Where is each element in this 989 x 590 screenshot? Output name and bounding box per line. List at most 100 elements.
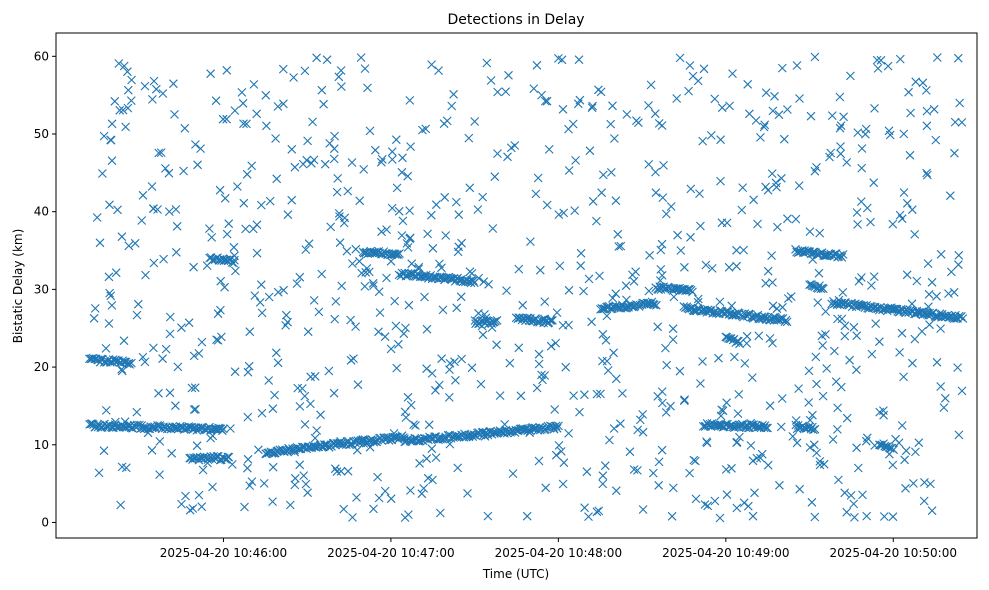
data-point bbox=[104, 319, 114, 328]
data-point bbox=[833, 314, 842, 324]
data-point bbox=[254, 445, 263, 455]
y-tick-label: 0 bbox=[41, 515, 49, 529]
data-point bbox=[788, 432, 798, 441]
data-point bbox=[782, 317, 792, 327]
data-point bbox=[680, 395, 689, 404]
data-point bbox=[534, 359, 544, 369]
data-point bbox=[574, 55, 584, 65]
data-point bbox=[290, 447, 300, 457]
data-point bbox=[828, 435, 838, 444]
data-point bbox=[805, 443, 815, 452]
data-point bbox=[332, 467, 342, 476]
data-point bbox=[810, 52, 820, 62]
data-point bbox=[625, 447, 635, 457]
data-point bbox=[542, 96, 552, 106]
data-point bbox=[551, 338, 561, 348]
data-point bbox=[469, 276, 478, 286]
data-point bbox=[149, 204, 158, 213]
data-point bbox=[732, 245, 741, 255]
data-point bbox=[484, 279, 493, 289]
data-point bbox=[870, 441, 880, 450]
data-point bbox=[510, 141, 520, 150]
data-point bbox=[105, 288, 114, 298]
data-point bbox=[252, 109, 262, 119]
y-tick-label: 20 bbox=[34, 360, 49, 374]
data-point bbox=[746, 441, 756, 450]
data-point bbox=[349, 354, 358, 363]
data-point bbox=[117, 364, 127, 374]
data-point bbox=[391, 135, 401, 145]
data-point bbox=[696, 221, 705, 231]
data-point bbox=[921, 86, 931, 95]
data-point bbox=[867, 349, 877, 359]
data-point bbox=[746, 418, 756, 428]
data-point bbox=[854, 276, 864, 286]
data-point bbox=[940, 393, 950, 403]
data-point bbox=[202, 261, 212, 270]
data-point bbox=[172, 221, 182, 231]
data-point bbox=[249, 80, 259, 89]
data-point bbox=[198, 465, 208, 475]
data-point bbox=[853, 128, 863, 137]
data-point bbox=[167, 448, 177, 458]
data-point bbox=[833, 403, 842, 413]
data-point bbox=[453, 463, 463, 473]
data-point bbox=[431, 453, 441, 462]
data-point bbox=[927, 277, 937, 287]
data-point bbox=[373, 472, 382, 482]
data-point bbox=[541, 483, 551, 493]
data-point bbox=[936, 382, 946, 391]
data-point bbox=[92, 213, 102, 222]
data-point bbox=[838, 250, 848, 259]
data-point bbox=[279, 99, 288, 109]
data-point bbox=[945, 191, 955, 201]
data-point bbox=[761, 423, 771, 433]
data-point bbox=[395, 249, 404, 258]
data-point bbox=[352, 493, 361, 502]
data-point bbox=[336, 466, 346, 476]
data-point bbox=[492, 316, 502, 325]
data-point bbox=[742, 331, 752, 341]
data-point bbox=[303, 327, 313, 337]
data-point bbox=[899, 188, 909, 197]
data-point bbox=[98, 169, 107, 178]
data-point bbox=[688, 287, 697, 297]
data-point bbox=[140, 357, 150, 367]
data-point bbox=[644, 160, 654, 169]
data-point bbox=[925, 320, 934, 330]
data-point bbox=[449, 89, 458, 99]
data-point bbox=[685, 61, 695, 70]
data-point bbox=[633, 425, 643, 435]
data-point bbox=[939, 403, 949, 412]
data-point bbox=[247, 161, 257, 171]
data-point bbox=[749, 195, 758, 205]
y-tick-label: 60 bbox=[34, 49, 49, 63]
data-point bbox=[169, 79, 178, 89]
data-point bbox=[808, 410, 817, 420]
x-tick-label: 2025-04-20 10:50:00 bbox=[830, 546, 957, 560]
data-point bbox=[303, 488, 312, 498]
data-point bbox=[386, 494, 396, 504]
data-point bbox=[382, 225, 391, 234]
data-point bbox=[529, 84, 539, 93]
data-point bbox=[534, 349, 544, 359]
data-point bbox=[809, 440, 819, 450]
data-point bbox=[133, 299, 143, 309]
data-point bbox=[745, 109, 754, 119]
data-point bbox=[837, 314, 847, 324]
data-point bbox=[904, 87, 913, 97]
data-point bbox=[810, 166, 820, 176]
data-point bbox=[760, 120, 770, 130]
data-point bbox=[224, 219, 234, 229]
data-point bbox=[804, 366, 814, 376]
data-point bbox=[155, 437, 165, 446]
data-point bbox=[895, 210, 905, 220]
data-point bbox=[490, 172, 500, 182]
data-point bbox=[646, 299, 656, 309]
data-point bbox=[598, 329, 608, 339]
data-point bbox=[594, 506, 604, 516]
data-point bbox=[278, 64, 288, 74]
data-point bbox=[662, 360, 672, 370]
data-point bbox=[770, 91, 779, 101]
data-point bbox=[281, 310, 291, 320]
